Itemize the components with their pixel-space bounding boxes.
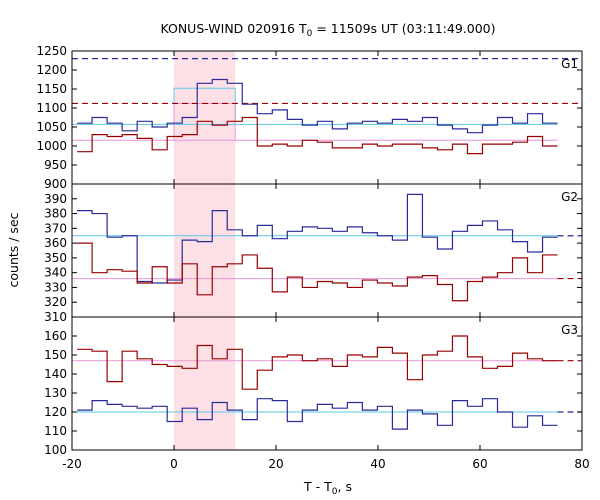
y-tick-label: 100 — [44, 443, 67, 457]
y-tick-label: 1100 — [36, 101, 67, 115]
series-red-step — [77, 335, 558, 390]
series-red-step — [77, 116, 558, 155]
y-tick-label: 340 — [44, 266, 67, 280]
y-tick-label: 1200 — [36, 63, 67, 77]
chart-title: KONUS-WIND 020916 T0 = 11509s UT (03:11:… — [160, 21, 495, 39]
y-tick-label: 380 — [44, 207, 67, 221]
y-tick-label: 1250 — [36, 44, 67, 58]
y-tick-label: 160 — [44, 329, 67, 343]
plot-area: 900950100010501100115012001250G131032033… — [36, 44, 589, 471]
y-tick-label: 110 — [44, 424, 67, 438]
panel-g3: 100 110 120 130 140 150 160 G3 — [44, 316, 583, 457]
x-tick-label: 80 — [574, 457, 589, 471]
y-tick-label: 330 — [44, 280, 67, 294]
panel-frame — [71, 183, 583, 318]
y-tick-label: 320 — [44, 295, 67, 309]
y-tick-label: 900 — [44, 177, 67, 191]
y-tick-label: 1000 — [36, 139, 67, 153]
series-red-step — [77, 242, 558, 302]
y-tick-label: 150 — [44, 348, 67, 362]
y-axis-label: counts / sec — [6, 212, 21, 287]
y-tick-label: 360 — [44, 236, 67, 250]
x-tick-label: 20 — [268, 457, 283, 471]
x-tick-label: 60 — [472, 457, 487, 471]
panel-name: G3 — [561, 323, 578, 337]
series-blue-step — [77, 398, 558, 430]
y-tick-label: 310 — [44, 310, 67, 324]
y-tick-label: 950 — [44, 158, 67, 172]
panel-name: G2 — [561, 190, 578, 204]
x-tick-label: 40 — [370, 457, 385, 471]
y-tick-label: 140 — [44, 367, 67, 381]
y-tick-label: 1150 — [36, 82, 67, 96]
panel-frame — [71, 316, 583, 451]
y-tick-label: 130 — [44, 386, 67, 400]
panel-name: G1 — [561, 57, 578, 71]
y-tick-label: 1050 — [36, 120, 67, 134]
y-tick-label: 370 — [44, 221, 67, 235]
x-tick-label: -20 — [62, 457, 82, 471]
series-blue-step — [77, 193, 558, 284]
shaded-interval — [174, 51, 236, 450]
x-tick-label: 0 — [170, 457, 178, 471]
series-blue-step — [77, 78, 558, 134]
y-tick-label: 350 — [44, 251, 67, 265]
y-tick-label: 120 — [44, 405, 67, 419]
y-tick-label: 390 — [44, 192, 67, 206]
panel-g1: 900 950 1000 1050 1100 1150 1200 1250 G1 — [36, 44, 583, 191]
x-axis-label: T - T0, s — [303, 479, 352, 497]
